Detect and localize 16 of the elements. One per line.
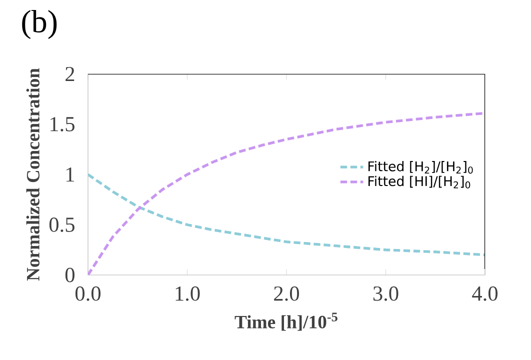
x-tick-label: 0.0 <box>75 286 101 301</box>
y-tick-label: 1 <box>66 167 74 182</box>
chart-title: (b) <box>22 10 57 40</box>
legend-label: Fitted [HI]/[H$_{2}$]$_{0}$ <box>368 176 470 188</box>
y-tick-label: 0.5 <box>49 218 74 232</box>
x-tick-label: 3.0 <box>373 286 398 301</box>
y-tick-label: 0 <box>65 268 74 282</box>
legend-label: Fitted [H$_{2}$]/[H$_{2}$]$_{0}$ <box>368 161 473 174</box>
x-tick-label: 4.0 <box>472 286 498 301</box>
x-axis-title: Time [h]/10$^{-5}$ <box>234 312 338 331</box>
line-series <box>88 112 485 275</box>
x-tick-label: 1.0 <box>176 286 200 301</box>
y-tick-label: 1.5 <box>50 117 74 132</box>
y-tick-label: 2 <box>66 66 74 82</box>
x-tick-label: 2.0 <box>274 286 300 301</box>
y-axis-title: Normalized Concentration <box>26 68 40 281</box>
